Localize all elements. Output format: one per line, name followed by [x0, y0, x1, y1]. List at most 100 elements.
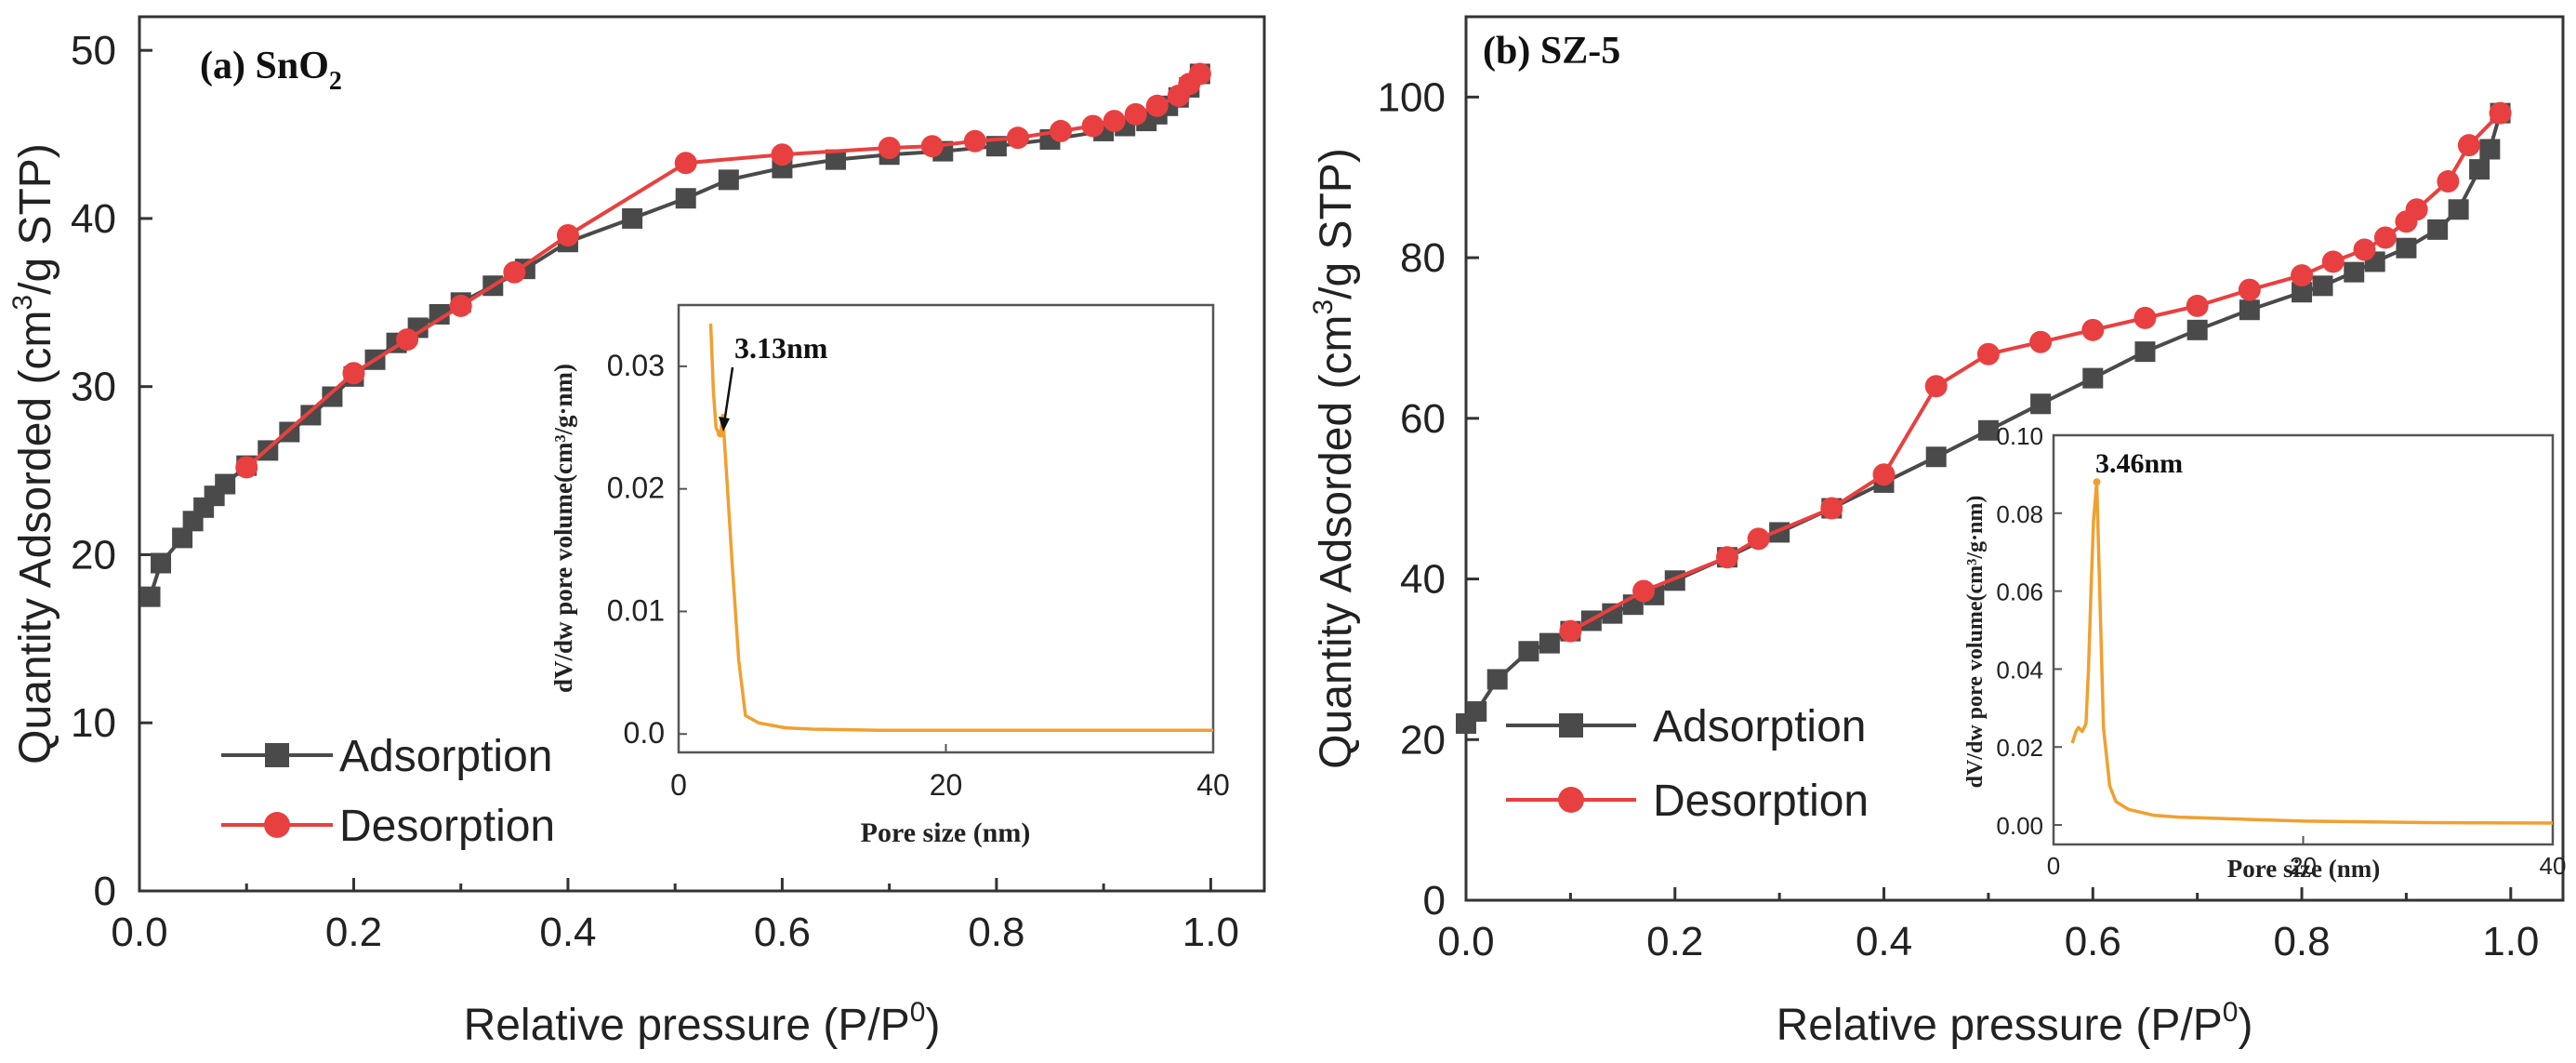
panel-b-inset-frame — [2052, 433, 2555, 846]
panel-b-desorption-point — [2353, 238, 2376, 261]
panel-a-inset-peak-arrowhead — [719, 417, 730, 432]
panel-a-inset-ylabel: dV/dw pore volume(cm³/g·nm) — [549, 364, 577, 693]
panel-b-desorption-point — [1872, 463, 1896, 486]
panel-b-ticks: 0.0 0.2 0.4 0.6 0.8 1.0 0 20 40 60 80 100 — [1378, 74, 2540, 964]
panel-a-inset-peak-label: 3.13nm — [734, 331, 828, 365]
panel-a-xtick-label: 0.4 — [539, 910, 596, 955]
panel-b-xtick-label: 1.0 — [2482, 919, 2539, 964]
panel-a-desorption-point — [503, 260, 526, 284]
panel-b-adsorption-point — [2082, 367, 2104, 389]
panel-a-adsorption-point — [300, 405, 322, 426]
panel-b-inset-xtick-label: 0 — [2047, 852, 2060, 880]
panel-a-inset-peak-arrow — [722, 366, 734, 424]
panel-a-ylabel-end: /g STP) — [11, 143, 60, 295]
panel-b-desorption-point — [2291, 264, 2314, 287]
panel-a-adsorption-point — [622, 207, 643, 229]
panel-b-inset-peak-label: 3.46nm — [2095, 448, 2183, 479]
panel-b-adsorption-point — [2469, 159, 2490, 180]
panel-b-adsorption-point — [2292, 282, 2313, 303]
panel-a-inset-ytick-label: 0.0 — [624, 716, 665, 750]
panel-a-xtick-label: 0.2 — [325, 910, 382, 955]
panel-b-adsorption-point — [2030, 393, 2052, 415]
panel-b-desorption-point — [2457, 134, 2480, 157]
panel-b-ytick-label: 60 — [1400, 396, 1446, 442]
legend-desorption-marker — [1558, 787, 1584, 813]
panel-a-inset-ticks: 0 20 40 0.0 0.01 0.02 0.03 — [607, 349, 1230, 802]
panel-b-ytick-label: 20 — [1400, 717, 1446, 763]
panel-b-inset-ytick-label: 0.04 — [1996, 656, 2043, 684]
panel-a-inset: 0 20 40 0.0 0.01 0.02 0.03 Pore size (nm) dV/d… — [549, 303, 1230, 848]
panel-b-desorption-point — [2373, 226, 2397, 249]
panel-b-inset-ytick-label: 0.02 — [1996, 734, 2043, 762]
panel-b-adsorption-point — [2396, 237, 2417, 259]
panel-a-desorption-point — [1124, 102, 1147, 126]
panel-b-desorption-point — [2186, 294, 2209, 317]
panel-b-desorption-point — [1747, 527, 1770, 551]
panel-a-inset-xtick-label: 40 — [1196, 768, 1230, 802]
panel-b-desorption-point — [2238, 278, 2261, 301]
panel-a-desorption-point — [1167, 84, 1190, 107]
panel-a-adsorption-point — [322, 386, 343, 407]
panel-b-desorption-point — [2081, 318, 2105, 341]
panel-a-ytick-label: 50 — [71, 28, 116, 73]
panel-b-inset: 0 20 40 0.00 0.02 0.04 0.06 0.08 0.10 Pore size … — [1963, 422, 2566, 883]
panel-b-inset-ytick-label: 0.06 — [1996, 578, 2043, 606]
panel-a-desorption-point — [878, 137, 901, 159]
panel-a-desorption-point — [920, 135, 944, 158]
panel-a-xtick-label: 0.8 — [968, 910, 1024, 955]
panel-a-title-subscript: 2 — [329, 67, 342, 96]
panel-b-ylabel: Quantity Adsorded (cm3/g STP) — [1308, 148, 1361, 769]
panel-b-adsorption-point — [1486, 669, 1508, 690]
panel-a-inset-ytick-label: 0.01 — [607, 593, 665, 627]
panel-a-desorption-point — [342, 362, 365, 385]
panel-b-ytick-label: 80 — [1400, 235, 1446, 281]
panel-a-adsorption-point — [151, 552, 172, 574]
panel-b-adsorption-point — [1602, 603, 1623, 624]
panel-a-inset-ytick-label: 0.02 — [607, 472, 665, 505]
panel-a-desorption-point — [674, 152, 697, 175]
panel-a-ytick-label: 30 — [71, 365, 116, 410]
panel-a-frame — [138, 15, 1266, 893]
panel-a-ytick-label: 20 — [71, 532, 116, 578]
legend-adsorption-label: Adsorption — [1653, 702, 1866, 751]
panel-a-xlabel: Relative pressure (P/P0) — [464, 997, 941, 1050]
panel-b-xtick-label: 0.8 — [2273, 919, 2330, 964]
panel-b-inset-ytick-label: 0.00 — [1996, 812, 2043, 840]
panel-b-ytick-label: 40 — [1400, 557, 1446, 603]
panel-b-desorption-point — [2395, 210, 2418, 233]
panel-a-ytick-label: 40 — [71, 196, 116, 242]
panel-b-inset-xtick-label: 40 — [2540, 852, 2567, 880]
panel-b-adsorption-point — [2448, 199, 2469, 220]
panel-a-desorption-point — [556, 224, 579, 246]
panel-b-inset-series — [2070, 478, 2554, 825]
panel-b-inset-ytick-label: 0.08 — [1996, 500, 2043, 528]
panel-b-desorption-point — [1715, 546, 1738, 569]
panel-a-desorption-point — [1050, 119, 1073, 142]
panel-b-desorption-point — [1632, 579, 1656, 603]
panel-b-desorption-point — [1559, 619, 1582, 643]
panel-a-ytick-label: 0 — [94, 869, 116, 914]
legend-adsorption-marker — [265, 743, 289, 767]
panel-a-inset-ytick-label: 0.03 — [607, 349, 665, 382]
panel-b-ylabel-sup: 3 — [1308, 299, 1339, 315]
panel-b-adsorption-point — [2344, 261, 2365, 283]
panel-b-xlabel-sup: 0 — [2223, 997, 2239, 1028]
panel-a-adsorption-point — [429, 303, 450, 325]
panel-a-ylabel: Quantity Adsorded (cm3/g STP) — [7, 143, 60, 764]
panel-a-title: (a) SnO2 — [200, 45, 342, 96]
panel-b-xtick-label: 0.0 — [1437, 919, 1494, 964]
panel-b-ylabel-end: /g STP) — [1312, 148, 1361, 299]
panel-b-desorption-point — [2437, 170, 2460, 193]
panel-b-desorption-point — [1820, 497, 1843, 520]
panel-a-adsorption-point — [718, 169, 739, 191]
panel-a-desorption-point — [771, 143, 794, 166]
panel-a-adsorption-point — [675, 188, 696, 209]
panel-a-xlabel-end: ) — [925, 1001, 940, 1050]
panel-b-ytick-label: 100 — [1378, 74, 1446, 120]
panel-b-adsorption-point — [2479, 139, 2501, 160]
panel-b-adsorption-point — [2312, 275, 2333, 297]
